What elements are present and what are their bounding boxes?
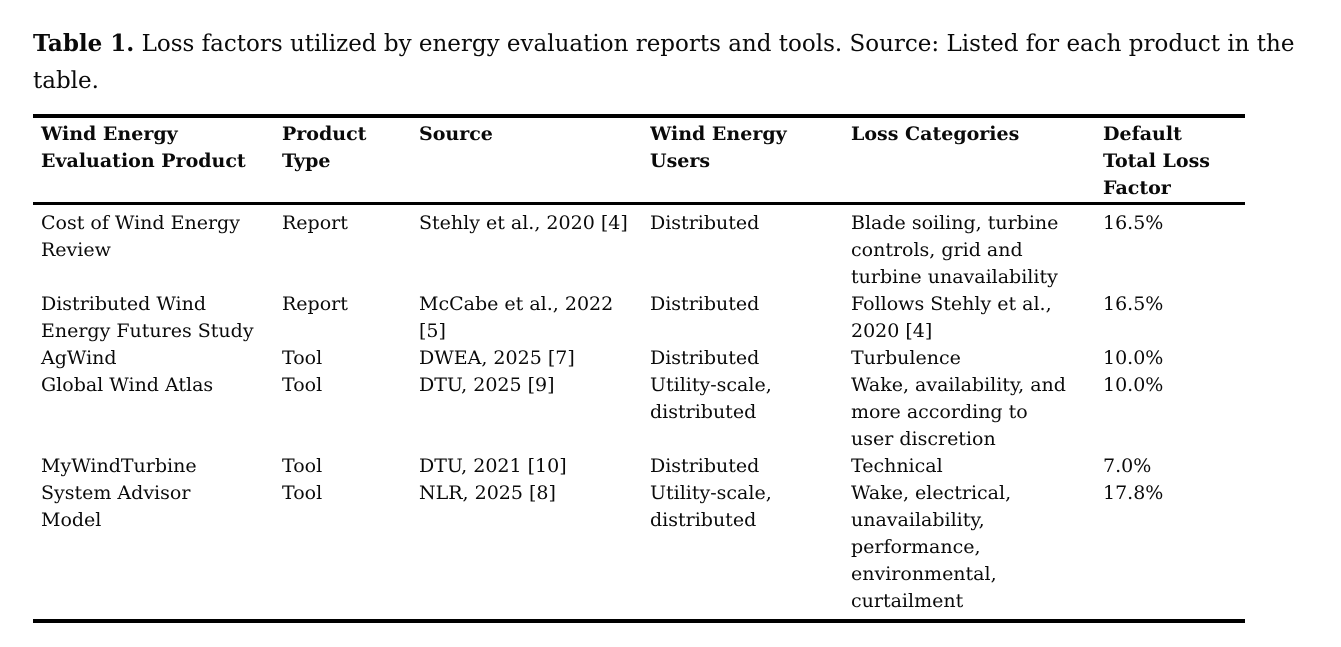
table-row-distributed-wind-energy-futures-study: Distributed Wind Energy Futures Study Re… [33,291,1245,345]
header-row: Wind Energy Evaluation Product Product T… [33,116,1245,205]
table-caption: Table 1. Loss factors utilized by energy… [33,25,1325,100]
cell-product-type: Tool [282,374,323,396]
col-header-source: Source [419,116,650,205]
cell-loss-categories: Blade soiling, turbine controls, grid an… [851,212,1059,288]
cell-loss-factor: 16.5% [1103,212,1164,234]
cell-product: AgWind [41,347,117,369]
cell-source: DTU, 2021 [10] [419,455,567,477]
col-header-evaluation-product: Wind Energy Evaluation Product [33,116,282,205]
cell-product: Cost of Wind Energy Review [41,212,240,261]
cell-source: NLR, 2025 [8] [419,482,556,504]
cell-loss-categories: Technical [851,455,943,477]
cell-product-type: Tool [282,347,323,369]
cell-loss-categories: Wake, electrical, unavailability, perfor… [851,482,1012,612]
cell-loss-categories: Wake, availability, and more according t… [851,374,1066,450]
table-row-system-advisor-model: System Advisor Model Tool NLR, 2025 [8] … [33,480,1245,621]
col-header-product-type: Product Type [282,116,419,205]
table-row-agwind: AgWind Tool DWEA, 2025 [7] Distributed T… [33,345,1245,372]
col-header-loss-categories: Loss Categories [851,116,1103,205]
cell-source: McCabe et al., 2022 [5] [419,293,614,342]
cell-loss-factor: 10.0% [1103,347,1164,369]
cell-product-type: Tool [282,482,323,504]
col-header-wind-energy-users: Wind Energy Users [650,116,851,205]
cell-users: Utility-scale, distributed [650,482,772,531]
table-row-cost-of-wind-energy-review: Cost of Wind Energy Review Report Stehly… [33,204,1245,292]
cell-loss-factor: 10.0% [1103,374,1164,396]
cell-product-type: Report [282,293,348,315]
cell-source: DWEA, 2025 [7] [419,347,575,369]
table-row-global-wind-atlas: Global Wind Atlas Tool DTU, 2025 [9] Uti… [33,372,1245,453]
table-row-mywindturbine: MyWindTurbine Tool DTU, 2021 [10] Distri… [33,453,1245,480]
cell-source: Stehly et al., 2020 [4] [419,212,628,234]
cell-users: Distributed [650,455,760,477]
cell-loss-categories: Turbulence [851,347,961,369]
cell-product-type: Tool [282,455,323,477]
cell-loss-factor: 16.5% [1103,293,1164,315]
cell-loss-factor: 7.0% [1103,455,1152,477]
cell-product: System Advisor Model [41,482,191,531]
cell-product: Global Wind Atlas [41,374,214,396]
cell-product: Distributed Wind Energy Futures Study [41,293,254,342]
table-caption-label: Table 1. [33,30,135,57]
cell-users: Distributed [650,293,760,315]
cell-loss-categories: Follows Stehly et al., 2020 [4] [851,293,1052,342]
cell-users: Distributed [650,212,760,234]
table-caption-text: Loss factors utilized by energy evaluati… [33,31,1295,94]
cell-users: Distributed [650,347,760,369]
loss-factors-table: Wind Energy Evaluation Product Product T… [33,114,1245,623]
cell-users: Utility-scale, distributed [650,374,772,423]
cell-product-type: Report [282,212,348,234]
cell-product: MyWindTurbine [41,455,197,477]
cell-loss-factor: 17.8% [1103,482,1164,504]
col-header-default-total-loss-factor: Default Total Loss Factor [1103,116,1245,205]
cell-source: DTU, 2025 [9] [419,374,555,396]
